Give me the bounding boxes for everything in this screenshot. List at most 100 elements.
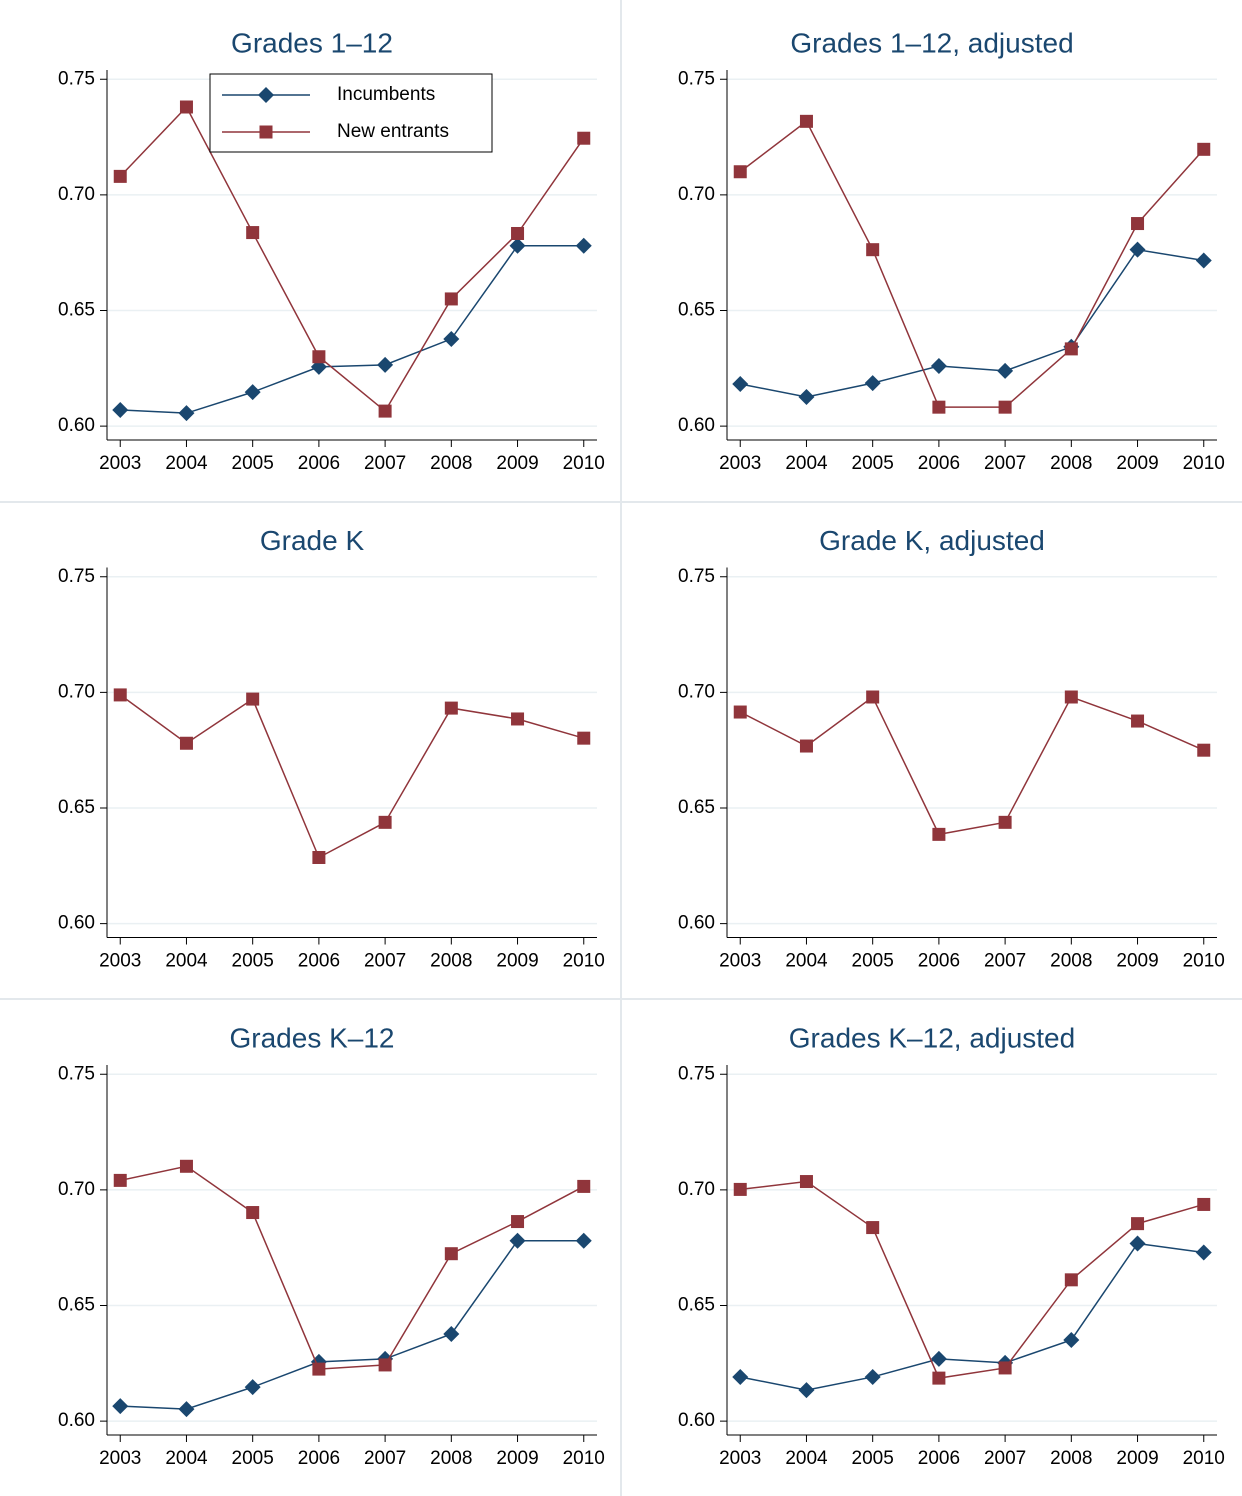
marker <box>259 125 273 139</box>
marker <box>1131 217 1145 231</box>
x-tick-label: 2007 <box>984 951 1026 972</box>
y-tick-label: 0.60 <box>58 913 95 934</box>
y-tick-label: 0.70 <box>678 184 715 205</box>
marker <box>113 1173 127 1187</box>
x-tick-label: 2004 <box>785 453 828 474</box>
x-tick-label: 2009 <box>1116 453 1158 474</box>
series-line <box>740 1180 1204 1379</box>
x-tick-label: 2006 <box>918 1448 960 1469</box>
marker <box>1064 1273 1078 1287</box>
marker <box>1064 342 1078 356</box>
x-tick-label: 2005 <box>232 1448 274 1469</box>
x-tick-label: 2003 <box>99 453 141 474</box>
y-tick-label: 0.65 <box>58 797 95 818</box>
y-tick-label: 0.75 <box>678 566 715 587</box>
marker <box>575 237 592 254</box>
y-tick-label: 0.65 <box>678 1295 715 1316</box>
marker <box>244 1379 261 1396</box>
marker <box>799 1175 813 1189</box>
marker <box>443 1325 460 1342</box>
x-tick-label: 2005 <box>852 951 894 972</box>
marker <box>444 292 458 306</box>
x-tick-label: 2010 <box>563 951 605 972</box>
x-tick-label: 2006 <box>298 1448 340 1469</box>
series-line <box>119 694 584 859</box>
x-tick-label: 2005 <box>232 951 274 972</box>
x-tick-label: 2008 <box>1050 951 1092 972</box>
chart-title: Grades 1–12, adjusted <box>790 27 1073 58</box>
marker <box>577 131 591 145</box>
chart-title: Grades K–12, adjusted <box>789 1022 1075 1053</box>
marker <box>377 356 394 373</box>
legend-label: Incumbents <box>337 84 435 105</box>
y-tick-label: 0.70 <box>678 1179 715 1200</box>
marker <box>179 1159 193 1173</box>
marker <box>733 1182 747 1196</box>
marker <box>1063 1331 1080 1348</box>
marker <box>732 376 749 393</box>
marker <box>312 850 326 864</box>
marker <box>1129 1235 1146 1252</box>
marker <box>577 1179 591 1193</box>
marker <box>244 384 261 401</box>
marker <box>998 400 1012 414</box>
marker <box>864 1368 881 1385</box>
x-tick-label: 2003 <box>719 1448 761 1469</box>
y-tick-label: 0.65 <box>58 1295 95 1316</box>
marker <box>509 1232 526 1249</box>
marker <box>378 404 392 418</box>
marker <box>312 1362 326 1376</box>
x-tick-label: 2003 <box>719 453 761 474</box>
series-line <box>739 120 1205 408</box>
x-tick-label: 2010 <box>1183 1448 1225 1469</box>
marker <box>732 1368 749 1385</box>
y-tick-label: 0.75 <box>678 68 715 89</box>
x-tick-label: 2008 <box>430 453 472 474</box>
marker <box>575 1232 592 1249</box>
legend-box <box>209 73 493 153</box>
series-line <box>120 1165 585 1370</box>
series-line <box>740 248 1204 398</box>
x-tick-label: 2008 <box>430 951 472 972</box>
legend-label: New entrants <box>337 121 449 142</box>
marker <box>112 1398 129 1415</box>
x-tick-label: 2010 <box>563 453 605 474</box>
series-line <box>120 245 584 414</box>
marker <box>998 1361 1012 1375</box>
x-tick-label: 2006 <box>918 951 960 972</box>
y-tick-label: 0.75 <box>58 68 95 89</box>
y-tick-label: 0.75 <box>58 1063 95 1084</box>
x-tick-label: 2005 <box>852 453 894 474</box>
y-tick-label: 0.70 <box>678 681 715 702</box>
marker <box>866 690 880 704</box>
x-tick-label: 2007 <box>984 453 1026 474</box>
x-tick-label: 2009 <box>1116 1448 1158 1469</box>
marker <box>1131 1217 1145 1231</box>
marker <box>312 350 326 364</box>
x-tick-label: 2005 <box>232 453 274 474</box>
x-tick-label: 2004 <box>165 1448 208 1469</box>
marker <box>378 815 392 829</box>
chart-title: Grades 1–12 <box>231 27 393 58</box>
marker <box>930 1350 947 1367</box>
y-tick-label: 0.60 <box>678 913 715 934</box>
marker <box>178 1401 195 1418</box>
marker <box>866 1221 880 1235</box>
marker <box>798 1382 815 1399</box>
marker <box>443 330 460 347</box>
x-tick-label: 2004 <box>165 951 208 972</box>
x-tick-label: 2010 <box>1183 951 1225 972</box>
marker <box>1131 714 1145 728</box>
marker <box>246 1206 260 1220</box>
marker <box>733 165 747 179</box>
marker <box>444 1247 458 1261</box>
marker <box>577 731 591 745</box>
y-tick-label: 0.70 <box>58 681 95 702</box>
y-tick-label: 0.60 <box>678 1410 715 1431</box>
marker <box>113 169 127 183</box>
x-tick-label: 2004 <box>165 453 208 474</box>
marker <box>799 114 813 128</box>
marker <box>799 739 813 753</box>
chart-title: Grade K <box>260 525 365 556</box>
